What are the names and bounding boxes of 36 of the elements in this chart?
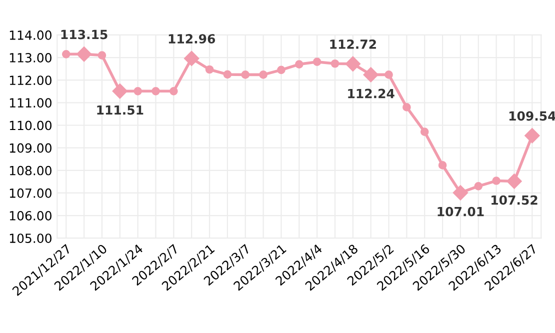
point — [420, 128, 429, 136]
data-label: 107.01 — [438, 206, 484, 216]
point — [438, 161, 447, 170]
point — [474, 182, 483, 190]
point — [402, 103, 411, 112]
point — [62, 50, 70, 58]
data-label: 107.52 — [492, 195, 538, 205]
y-tick-label: 113.00 — [10, 53, 52, 62]
y-tick-label: 111.00 — [10, 98, 52, 108]
point — [241, 70, 250, 79]
y-tick-label: 110.00 — [10, 120, 52, 130]
point — [312, 58, 322, 66]
data-label: 111.51 — [97, 105, 144, 115]
point — [134, 86, 142, 96]
y-tick-label: 107.00 — [10, 188, 52, 198]
data-label: 113.15 — [61, 30, 108, 40]
y-tick-label: 108.00 — [10, 166, 52, 176]
y-tick-label: 112.00 — [10, 76, 52, 86]
y-tick-label: 105.00 — [10, 234, 52, 244]
point — [277, 66, 286, 74]
point — [492, 176, 500, 185]
point — [259, 70, 268, 79]
data-label: 112.72 — [330, 39, 376, 49]
point — [152, 86, 160, 96]
y-tick-label: 109.00 — [10, 143, 52, 153]
y-tick-label: 106.00 — [10, 210, 52, 220]
point — [330, 59, 340, 68]
data-label: 112.96 — [168, 34, 216, 44]
point — [98, 51, 106, 60]
point — [170, 86, 178, 96]
point — [294, 60, 304, 68]
y-tick-label: 114.00 — [10, 30, 52, 40]
data-label: 112.24 — [348, 88, 394, 98]
point — [205, 65, 214, 74]
point — [223, 70, 232, 79]
point — [384, 70, 393, 79]
